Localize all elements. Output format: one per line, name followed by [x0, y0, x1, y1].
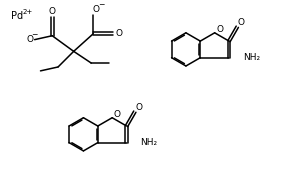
Text: NH₂: NH₂ [243, 53, 260, 62]
Text: O: O [49, 7, 56, 16]
Text: O: O [238, 18, 245, 27]
Text: −: − [32, 30, 38, 39]
Text: 2+: 2+ [23, 9, 33, 15]
Text: −: − [98, 0, 104, 9]
Text: O: O [93, 5, 100, 14]
Text: O: O [114, 110, 120, 119]
Text: O: O [135, 103, 142, 112]
Text: O: O [26, 35, 33, 44]
Text: Pd: Pd [11, 11, 23, 21]
Text: NH₂: NH₂ [140, 138, 157, 147]
Text: O: O [115, 29, 122, 38]
Text: O: O [216, 25, 223, 34]
